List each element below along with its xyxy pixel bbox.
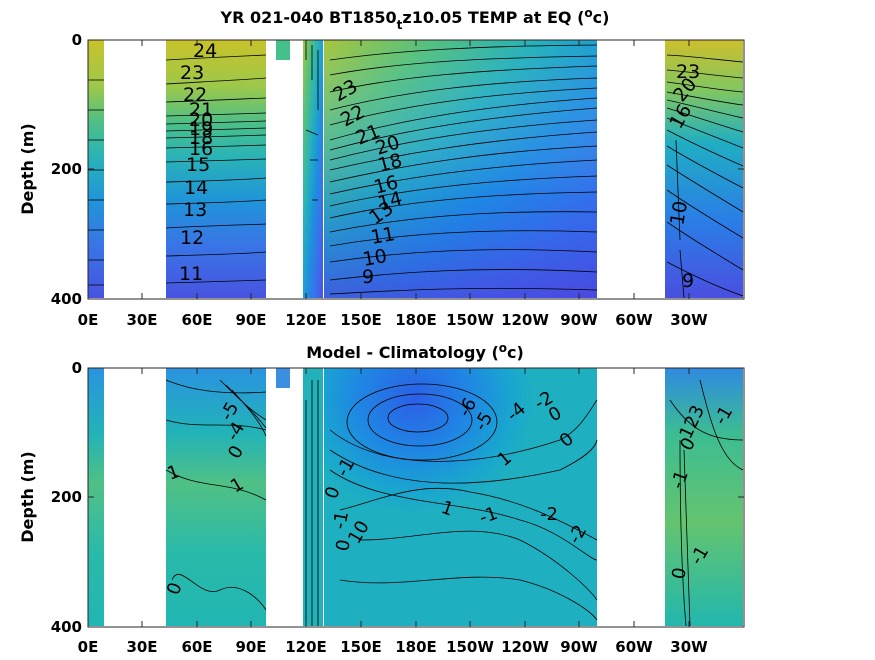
svg-text:60E: 60E xyxy=(181,311,212,329)
clabel-bot-atl-0b: 0 xyxy=(668,566,691,581)
svg-text:120W: 120W xyxy=(501,311,549,329)
bottom-field-indian-strip xyxy=(88,368,104,626)
svg-text:90E: 90E xyxy=(235,638,266,656)
svg-text:0E: 0E xyxy=(78,311,99,329)
bottom-field-atlantic xyxy=(665,368,743,626)
clabel-top-19: 19 xyxy=(189,118,213,140)
svg-text:120W: 120W xyxy=(501,638,549,656)
top-x-ticks xyxy=(87,40,744,299)
svg-text:180E: 180E xyxy=(395,638,437,656)
clabel-top-22: 22 xyxy=(183,84,207,106)
svg-text:60W: 60W xyxy=(615,311,653,329)
bottom-x-ticks xyxy=(87,368,744,627)
svg-text:90W: 90W xyxy=(560,638,598,656)
clabel-bot-ep-m2: -2 xyxy=(540,504,558,525)
svg-text:30E: 30E xyxy=(126,638,157,656)
bottom-x-tick-labels: 0E 30E 60E 90E 120E 150E 180E 150W 120W … xyxy=(78,638,709,656)
bottom-contours xyxy=(165,379,744,627)
svg-text:30E: 30E xyxy=(126,311,157,329)
clabel-top-11: 11 xyxy=(179,263,203,285)
svg-text:30W: 30W xyxy=(670,638,708,656)
clabel-top-21: 21 xyxy=(189,99,213,121)
svg-text:120E: 120E xyxy=(285,311,327,329)
clabel-top-12: 12 xyxy=(180,227,204,249)
clabel-top-p11: 11 xyxy=(369,223,397,249)
clabel-top-18: 18 xyxy=(189,127,213,149)
svg-text:180E: 180E xyxy=(395,311,437,329)
clabel-top-13: 13 xyxy=(183,199,207,221)
svg-text:120E: 120E xyxy=(285,638,327,656)
bottom-field-indian xyxy=(166,368,266,626)
top-contours-pacific xyxy=(305,44,598,295)
top-x-tick-labels: 0E 30E 60E 90E 120E 150E 180E 150W 120W … xyxy=(78,311,709,329)
svg-text:30W: 30W xyxy=(670,311,708,329)
svg-text:400: 400 xyxy=(51,290,82,308)
top-field-maritime xyxy=(303,40,323,298)
bottom-field-gap xyxy=(276,368,290,388)
clabel-top-16: 16 xyxy=(189,138,213,160)
clabel-top-14: 14 xyxy=(184,177,208,199)
svg-text:200: 200 xyxy=(51,488,82,506)
svg-text:60W: 60W xyxy=(615,638,653,656)
clabel-top-p10: 10 xyxy=(361,245,389,271)
top-y-tick-labels: 0 200 400 xyxy=(51,31,82,308)
top-field-gap xyxy=(276,40,290,60)
svg-text:400: 400 xyxy=(51,618,82,636)
bottom-y-tick-labels: 0 200 400 xyxy=(51,359,82,636)
clabel-top-24: 24 xyxy=(193,40,217,62)
top-title: YR 021-040 BT1850tz10.05 TEMP at EQ (oc) xyxy=(220,6,610,32)
top-contours-atlantic xyxy=(666,54,744,299)
clabel-top-a9: 9 xyxy=(682,270,694,292)
bottom-panel: Model - Climatology (oc) xyxy=(18,341,745,656)
clabel-top-a23: 23 xyxy=(676,61,700,83)
svg-text:90E: 90E xyxy=(235,311,266,329)
svg-text:200: 200 xyxy=(51,160,82,178)
top-field-atlantic xyxy=(665,40,743,298)
top-panel: YR 021-040 BT1850tz10.05 TEMP at EQ (oc) xyxy=(18,6,745,329)
svg-text:0E: 0E xyxy=(78,638,99,656)
svg-text:150W: 150W xyxy=(446,311,494,329)
svg-text:0: 0 xyxy=(72,359,82,377)
top-field-indian-strip xyxy=(88,40,104,298)
clabel-top-23: 23 xyxy=(180,62,204,84)
svg-text:150E: 150E xyxy=(340,638,382,656)
svg-text:0: 0 xyxy=(72,31,82,49)
svg-text:60E: 60E xyxy=(181,638,212,656)
svg-text:150E: 150E xyxy=(340,311,382,329)
clabel-top-p9: 9 xyxy=(362,266,374,288)
bottom-title: Model - Climatology (oc) xyxy=(306,341,524,362)
clabel-top-20: 20 xyxy=(189,109,213,131)
clabel-top-a10: 10 xyxy=(666,199,692,227)
clabel-bot-wp-0b: 0 xyxy=(332,538,355,553)
clabel-top-15: 15 xyxy=(186,154,210,176)
bottom-y-axis-label: Depth (m) xyxy=(18,451,37,543)
top-y-axis-label: Depth (m) xyxy=(18,123,37,215)
svg-text:90W: 90W xyxy=(560,311,598,329)
svg-text:150W: 150W xyxy=(446,638,494,656)
top-field-pacific-shade xyxy=(324,40,597,298)
clabel-bot-wp-m1b: -1 xyxy=(329,510,353,531)
top-contours-indian xyxy=(88,54,267,286)
